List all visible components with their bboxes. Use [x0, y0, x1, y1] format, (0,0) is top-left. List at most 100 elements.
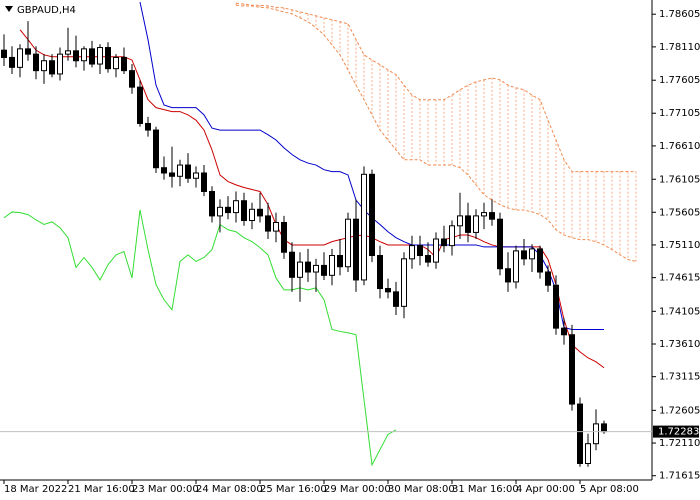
candle-body: [305, 261, 311, 273]
y-tick-label: 1.75605: [659, 207, 700, 218]
chart-title: GBPAUD,H4: [17, 5, 76, 16]
candle-body: [521, 250, 527, 260]
x-tick-label: 29 Mar 00:00: [324, 484, 391, 495]
candle-body: [377, 255, 383, 290]
candle-body: [441, 238, 447, 247]
candle-body: [145, 122, 151, 131]
candle-body: [161, 167, 167, 174]
y-tick-label: 1.72110: [659, 438, 700, 449]
candle-body: [569, 334, 575, 405]
candle-body: [129, 70, 135, 88]
x-tick-label: 5 Apr 08:00: [580, 484, 639, 495]
candle-body: [361, 173, 367, 281]
candle-body: [233, 200, 239, 214]
x-tick-label: 4 Apr 00:00: [516, 484, 575, 495]
plot-area: [1, 1, 637, 467]
candle-body: [489, 212, 495, 220]
candle-body: [57, 53, 63, 75]
candle-body: [353, 218, 359, 281]
x-tick-label: 18 Mar 2022: [4, 484, 67, 495]
y-tick-label: 1.78110: [659, 42, 700, 53]
candle-body: [9, 56, 15, 68]
candle-body: [249, 208, 255, 222]
price-label-box: [653, 425, 699, 438]
cloud-lower-edge: [235, 4, 637, 262]
candle-body: [65, 50, 71, 55]
candle-body: [17, 48, 23, 68]
candle-body: [105, 47, 111, 70]
candle-body: [433, 238, 439, 263]
candle-body: [217, 206, 223, 217]
y-tick-label: 1.75110: [659, 240, 700, 251]
candle-body: [409, 245, 415, 260]
cloud-upper-edge: [235, 2, 636, 173]
candle-body: [193, 172, 199, 179]
candle-body: [497, 218, 503, 270]
candle-body: [25, 48, 31, 55]
candle-body: [345, 218, 351, 268]
candle-body: [513, 250, 519, 283]
candle-body: [201, 172, 207, 192]
candle-body: [97, 47, 103, 65]
x-tick-label: 25 Mar 16:00: [260, 484, 327, 495]
candle-body: [177, 164, 183, 177]
indicator-line: [19, 29, 605, 369]
title-icon: [5, 6, 13, 12]
x-tick-label: 31 Mar 16:00: [452, 484, 519, 495]
candle-body: [225, 206, 231, 214]
candle-body: [49, 60, 55, 75]
x-tick-label: 30 Mar 08:00: [388, 484, 455, 495]
candle-body: [553, 284, 559, 329]
candle-body: [73, 50, 79, 62]
candle-body: [481, 212, 487, 217]
y-tick-label: 1.78605: [659, 9, 700, 20]
y-tick-label: 1.74105: [659, 306, 700, 317]
candle-body: [33, 53, 39, 72]
indicator-line: [3, 209, 397, 467]
candle-body: [313, 264, 319, 273]
candle-body: [585, 443, 591, 464]
candle-body: [425, 255, 431, 263]
y-tick-label: 1.73610: [659, 339, 700, 350]
candle-body: [1, 49, 7, 58]
candle-body: [89, 48, 95, 65]
candle-body: [593, 423, 599, 445]
candle-body: [209, 190, 215, 217]
candle-body: [241, 200, 247, 222]
candle-body: [265, 215, 271, 232]
y-tick-label: 1.72605: [659, 405, 700, 416]
candle-body: [545, 271, 551, 286]
candle-body: [369, 173, 375, 257]
y-tick-label: 1.73115: [659, 372, 700, 383]
y-tick-label: 1.76105: [659, 174, 700, 185]
candle-body: [417, 245, 423, 257]
candle-body: [465, 215, 471, 233]
candle-body: [457, 215, 463, 227]
candle-body: [185, 164, 191, 179]
candle-body: [505, 268, 511, 283]
y-tick-label: 1.77105: [659, 108, 700, 119]
y-tick-label: 1.77605: [659, 75, 700, 86]
x-tick-label: 23 Mar 00:00: [132, 484, 199, 495]
candle-body: [297, 261, 303, 278]
indicator-line: [139, 1, 604, 330]
candle-body: [321, 264, 327, 276]
candle-body: [257, 208, 263, 217]
candle-body: [329, 255, 335, 276]
candle-body: [137, 86, 143, 124]
price-label: 1.72283: [658, 427, 699, 438]
y-tick-label: 1.76610: [659, 141, 700, 152]
candle-body: [337, 255, 343, 268]
candle-body: [281, 222, 287, 253]
y-tick-label: 1.71615: [659, 471, 700, 482]
candle-body: [121, 56, 127, 72]
candle-body: [449, 225, 455, 247]
candle-body: [561, 327, 567, 336]
candle-body: [41, 60, 47, 72]
candle-body: [601, 423, 607, 433]
x-tick-label: 21 Mar 16:00: [68, 484, 135, 495]
candle-body: [153, 129, 159, 169]
candle-body: [81, 48, 87, 62]
y-tick-label: 1.74615: [659, 273, 700, 284]
